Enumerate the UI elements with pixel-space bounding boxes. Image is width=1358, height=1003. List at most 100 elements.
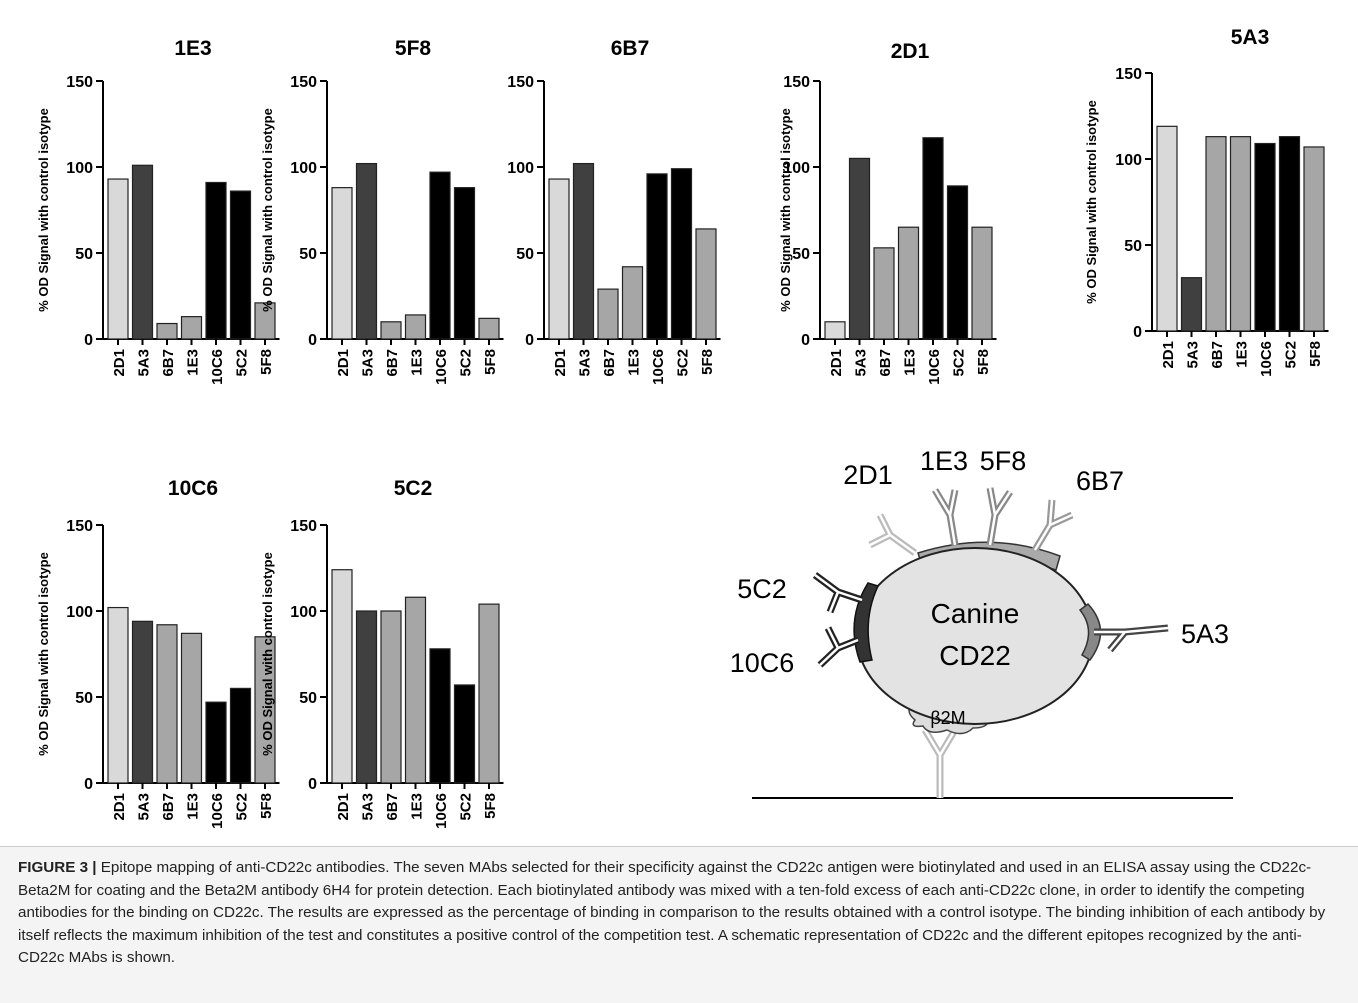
bar xyxy=(231,191,251,339)
x-tick-label: 6B7 xyxy=(160,349,177,377)
y-tick-label: 50 xyxy=(299,690,317,707)
y-tick-label: 100 xyxy=(783,160,810,177)
x-tick-label: 5C2 xyxy=(675,349,692,377)
x-tick-label: 1E3 xyxy=(902,349,919,376)
x-tick-label: 10C6 xyxy=(926,349,943,385)
bar xyxy=(1304,147,1324,331)
antigen-label: CD22 xyxy=(939,640,1011,671)
y-tick-label: 0 xyxy=(84,332,93,349)
antigen-label: Canine xyxy=(931,598,1020,629)
bar xyxy=(133,621,153,783)
bar xyxy=(332,570,352,783)
x-tick-label: 5A3 xyxy=(577,349,594,377)
bar xyxy=(1231,137,1251,331)
y-tick-label: 0 xyxy=(801,332,810,349)
x-tick-label: 5C2 xyxy=(951,349,968,377)
y-tick-label: 100 xyxy=(66,604,93,621)
y-tick-label: 100 xyxy=(290,604,317,621)
antibody xyxy=(935,488,1010,545)
bar xyxy=(598,289,618,339)
x-tick-label: 2D1 xyxy=(335,349,352,377)
bar xyxy=(972,227,992,339)
bar xyxy=(874,248,894,339)
x-tick-label: 6B7 xyxy=(601,349,618,377)
bar xyxy=(406,315,426,339)
bar-chart: 6B7% OD Signal with control isotype05010… xyxy=(477,37,721,385)
y-tick-label: 0 xyxy=(525,332,534,349)
y-tick-label: 50 xyxy=(299,246,317,263)
y-axis-label: % OD Signal with control isotype xyxy=(260,108,275,312)
bar xyxy=(133,165,153,339)
bar xyxy=(406,597,426,783)
x-tick-label: 2D1 xyxy=(1160,341,1177,369)
x-tick-label: 5C2 xyxy=(234,349,251,377)
x-tick-label: 2D1 xyxy=(552,349,569,377)
y-tick-label: 150 xyxy=(783,74,810,91)
x-tick-label: 5A3 xyxy=(1185,341,1202,369)
bar xyxy=(157,324,177,339)
x-tick-label: 5A3 xyxy=(136,349,153,377)
chart-title: 5F8 xyxy=(395,37,432,60)
bar xyxy=(549,179,569,339)
x-tick-label: 1E3 xyxy=(185,793,202,820)
bar xyxy=(206,702,226,783)
bar xyxy=(430,172,450,339)
antibody-label: 6B7 xyxy=(1076,466,1124,496)
y-tick-label: 50 xyxy=(75,246,93,263)
y-axis-label: % OD Signal with control isotype xyxy=(260,552,275,756)
antibody xyxy=(935,488,1010,545)
x-tick-label: 10C6 xyxy=(209,349,226,385)
bar xyxy=(623,267,643,339)
bar xyxy=(479,604,499,783)
x-tick-label: 5F8 xyxy=(1307,341,1324,367)
x-tick-label: 2D1 xyxy=(335,793,352,821)
x-tick-label: 5A3 xyxy=(136,793,153,821)
y-tick-label: 100 xyxy=(290,160,317,177)
chart-title: 5A3 xyxy=(1231,26,1270,49)
x-tick-label: 1E3 xyxy=(185,349,202,376)
y-axis-label: % OD Signal with control isotype xyxy=(778,108,793,312)
diagram: 2D1 1E3 5F8 6B7 5C2 10C6 5A3 Canine CD22… xyxy=(730,446,1233,798)
bar xyxy=(182,633,202,783)
antibody-label: 2D1 xyxy=(843,460,893,490)
x-tick-label: 5F8 xyxy=(482,349,499,375)
bar xyxy=(647,174,667,339)
x-tick-label: 5F8 xyxy=(975,349,992,375)
bar xyxy=(455,188,475,339)
bar-chart: 10C6% OD Signal with control isotype0501… xyxy=(36,477,280,829)
bar-chart: 5C2% OD Signal with control isotype05010… xyxy=(260,477,504,829)
x-tick-label: 5F8 xyxy=(482,793,499,819)
x-tick-label: 2D1 xyxy=(828,349,845,377)
bar xyxy=(455,685,475,783)
y-tick-label: 150 xyxy=(66,518,93,535)
page: 1E3 % OD Signal with control isotype 0 50 10… xyxy=(0,0,1358,1003)
bar xyxy=(157,625,177,783)
x-tick-label: 5C2 xyxy=(234,793,251,821)
x-tick-label: 2D1 xyxy=(111,793,128,821)
b2m-label: β2M xyxy=(930,708,965,728)
y-tick-label: 100 xyxy=(507,160,534,177)
bar-chart: 2D1% OD Signal with control isotype05010… xyxy=(778,40,997,385)
y-tick-label: 0 xyxy=(1133,324,1142,341)
y-tick-label: 0 xyxy=(308,332,317,349)
caption: FIGURE 3 | Epitope mapping of anti-CD22c… xyxy=(0,846,1358,1003)
cd22-ellipse xyxy=(857,548,1093,724)
antibody-label: 10C6 xyxy=(730,648,795,678)
x-tick-label: 10C6 xyxy=(209,793,226,829)
bar xyxy=(430,649,450,783)
bar xyxy=(108,179,128,339)
y-axis-label: % OD Signal with control isotype xyxy=(36,552,51,756)
bar xyxy=(206,182,226,339)
caption-label: FIGURE 3 | xyxy=(18,859,97,876)
x-tick-label: 10C6 xyxy=(650,349,667,385)
bar xyxy=(108,608,128,783)
y-tick-label: 150 xyxy=(290,74,317,91)
bar xyxy=(1206,137,1226,331)
x-tick-label: 1E3 xyxy=(409,349,426,376)
chart-title: 10C6 xyxy=(168,477,218,500)
y-tick-label: 0 xyxy=(84,776,93,793)
y-axis-label: % OD Signal with control isotype xyxy=(36,108,51,312)
bar xyxy=(357,611,377,783)
x-tick-label: 5A3 xyxy=(360,349,377,377)
bar-chart: 1E3 % OD Signal with control isotype 0 50 10… xyxy=(36,37,280,385)
